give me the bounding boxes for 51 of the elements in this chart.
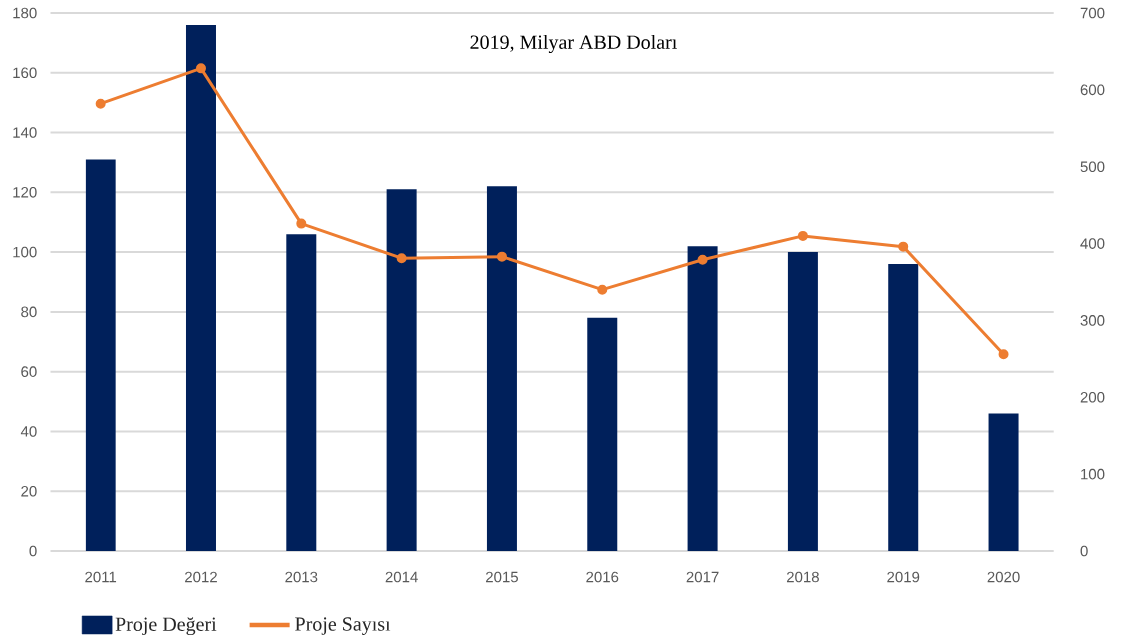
bar [185,24,216,551]
y2-tick-label: 100 [1081,468,1105,480]
x-tick-label: 2016 [586,571,619,583]
y2-tick-label: 500 [1080,161,1105,173]
point [195,63,206,74]
y2-tick-label: 400 [1080,238,1105,249]
point [597,284,608,295]
x-tick-label: 2013 [285,571,318,583]
x-tick-label: 2020 [987,571,1020,583]
y2-tick-label: 600 [1080,84,1105,96]
point [797,230,808,241]
text: 2019, Milyar ABD Doları [470,34,677,54]
point [998,349,1009,360]
x-tick-label: 2011 [85,571,117,583]
y-tick-label: 100 [13,246,37,258]
bar [386,189,417,551]
y-tick-label: 120 [13,187,37,198]
y-tick-label: 160 [13,67,37,79]
bar [286,234,317,551]
point [396,253,407,264]
legend-label: Proje Sayısı [295,617,391,635]
bar [687,246,718,551]
y2-tick-label: 300 [1080,315,1105,326]
y2-tick-label: 700 [1080,7,1105,19]
point [898,241,909,252]
bar [85,159,116,551]
y2-tick-label: 0 [1080,545,1088,557]
point [296,218,307,229]
x-tick-label: 2012 [185,571,217,583]
point [496,251,507,262]
bar [587,317,618,551]
bar [988,413,1019,551]
x-tick-label: 2017 [686,571,719,583]
y-tick-label: 40 [20,426,37,437]
legend-label: Proje Değeri [115,617,217,636]
y-tick-label: 20 [21,485,37,497]
x-tick-label: 2019 [887,571,920,583]
y-tick-label: 180 [13,7,37,19]
bar [888,264,919,551]
x-tick-label: 2018 [786,571,819,583]
y-tick-label: 0 [29,545,37,557]
y2-tick-label: 200 [1080,391,1105,403]
x-tick-label: 2014 [385,571,418,583]
bar [787,252,818,551]
bar [486,186,517,551]
point [95,98,106,109]
x-tick-label: 2015 [486,571,518,583]
y-tick-label: 140 [13,127,37,138]
y-tick-label: 80 [21,306,37,318]
y-tick-label: 60 [21,366,37,377]
point [697,254,708,265]
